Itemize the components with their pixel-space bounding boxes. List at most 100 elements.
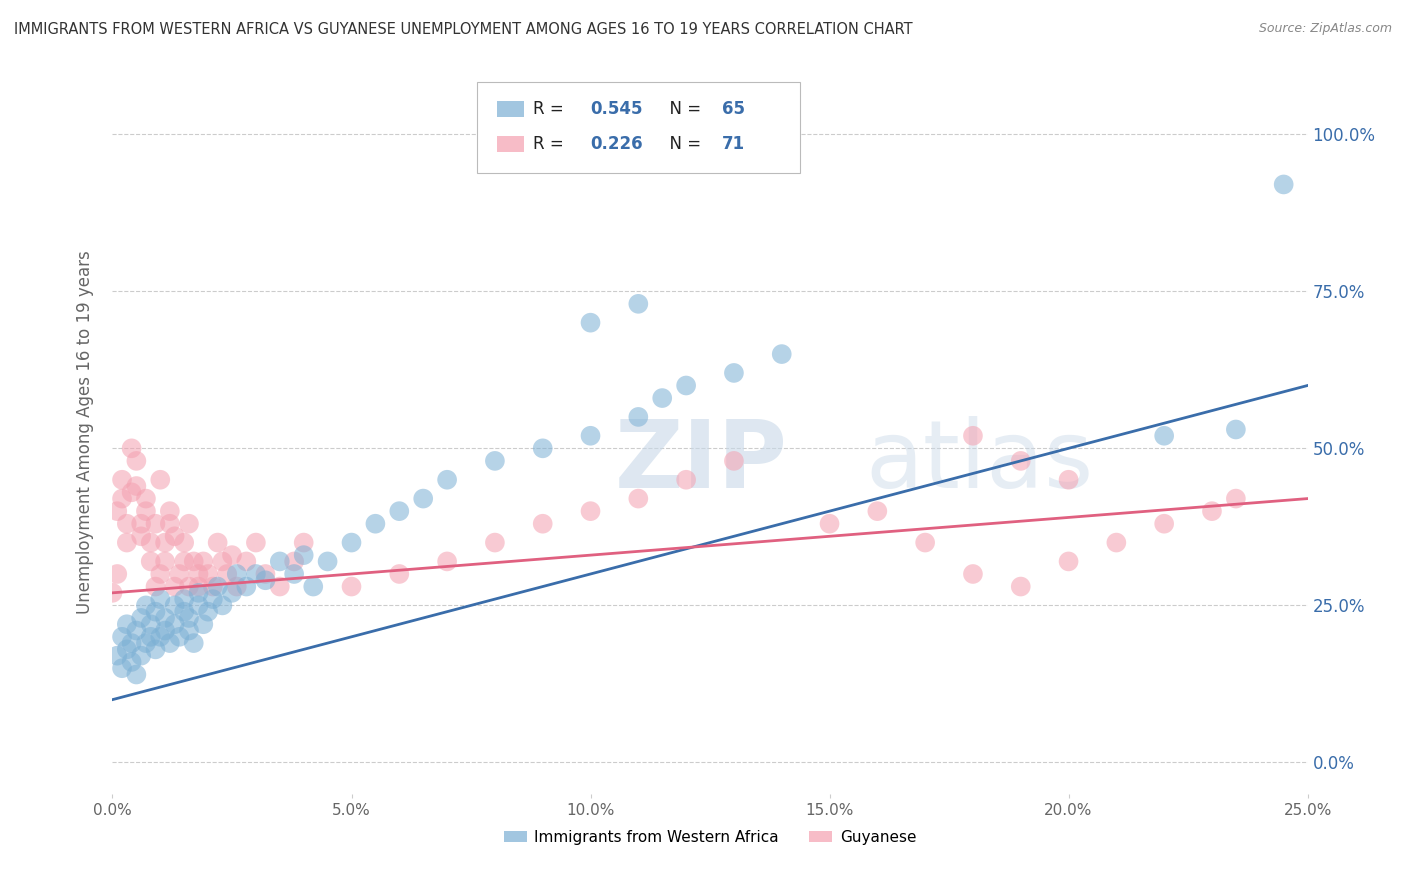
Point — [627, 297, 650, 311]
Point — [962, 566, 984, 581]
Point — [115, 617, 138, 632]
Point — [340, 580, 363, 594]
Point — [201, 592, 224, 607]
Point — [211, 554, 233, 568]
Point — [163, 617, 186, 632]
Point — [221, 586, 243, 600]
Text: R =: R = — [533, 135, 569, 153]
FancyBboxPatch shape — [498, 101, 523, 117]
Point — [153, 624, 176, 638]
Text: 0.226: 0.226 — [591, 135, 643, 153]
Point — [225, 580, 247, 594]
Point — [163, 599, 186, 613]
Text: atlas: atlas — [866, 416, 1094, 508]
Point — [1153, 516, 1175, 531]
Point — [173, 554, 195, 568]
Point — [105, 648, 128, 663]
Point — [675, 473, 697, 487]
Point — [1057, 473, 1080, 487]
Point — [111, 491, 134, 506]
Point — [388, 566, 411, 581]
Point — [121, 442, 143, 456]
Point — [139, 630, 162, 644]
FancyBboxPatch shape — [498, 136, 523, 152]
Point — [183, 636, 205, 650]
Point — [115, 516, 138, 531]
Point — [412, 491, 434, 506]
Legend: Immigrants from Western Africa, Guyanese: Immigrants from Western Africa, Guyanese — [498, 824, 922, 851]
Point — [111, 661, 134, 675]
Point — [187, 599, 209, 613]
Point — [818, 516, 841, 531]
Point — [115, 535, 138, 549]
Point — [145, 642, 167, 657]
Point — [149, 566, 172, 581]
Point — [1153, 429, 1175, 443]
Point — [187, 580, 209, 594]
Text: N =: N = — [658, 100, 706, 118]
Point — [723, 366, 745, 380]
Point — [173, 605, 195, 619]
Point — [1225, 422, 1247, 436]
Point — [159, 636, 181, 650]
Point — [254, 574, 277, 588]
Point — [531, 516, 554, 531]
Point — [1010, 580, 1032, 594]
Point — [340, 535, 363, 549]
Point — [269, 580, 291, 594]
Point — [105, 566, 128, 581]
Point — [153, 554, 176, 568]
Point — [111, 473, 134, 487]
Point — [129, 648, 152, 663]
Point — [115, 642, 138, 657]
Text: 0.545: 0.545 — [591, 100, 643, 118]
Point — [193, 554, 215, 568]
Point — [135, 504, 157, 518]
Point — [177, 624, 200, 638]
Point — [105, 504, 128, 518]
Point — [364, 516, 387, 531]
Point — [221, 548, 243, 562]
Point — [283, 554, 305, 568]
Point — [125, 624, 148, 638]
Point — [207, 535, 229, 549]
Point — [269, 554, 291, 568]
Point — [197, 566, 219, 581]
Point — [125, 479, 148, 493]
Point — [149, 592, 172, 607]
Point — [316, 554, 339, 568]
Point — [302, 580, 325, 594]
Point — [225, 566, 247, 581]
Point — [129, 529, 152, 543]
Point — [254, 566, 277, 581]
Point — [1010, 454, 1032, 468]
Point — [135, 636, 157, 650]
Point — [1225, 491, 1247, 506]
Point — [1201, 504, 1223, 518]
Text: 71: 71 — [723, 135, 745, 153]
Point — [135, 599, 157, 613]
Point — [1105, 535, 1128, 549]
Point — [579, 504, 602, 518]
Point — [235, 554, 257, 568]
Point — [962, 429, 984, 443]
Point — [579, 429, 602, 443]
FancyBboxPatch shape — [477, 82, 800, 172]
Text: N =: N = — [658, 135, 706, 153]
Point — [139, 554, 162, 568]
Point — [125, 667, 148, 681]
Point — [723, 454, 745, 468]
Point — [145, 605, 167, 619]
Point — [101, 586, 124, 600]
Point — [675, 378, 697, 392]
Point — [484, 454, 506, 468]
Point — [177, 580, 200, 594]
Point — [159, 504, 181, 518]
Point — [207, 580, 229, 594]
Point — [153, 611, 176, 625]
Point — [111, 630, 134, 644]
Point — [139, 617, 162, 632]
Point — [1272, 178, 1295, 192]
Point — [183, 554, 205, 568]
Point — [245, 535, 267, 549]
